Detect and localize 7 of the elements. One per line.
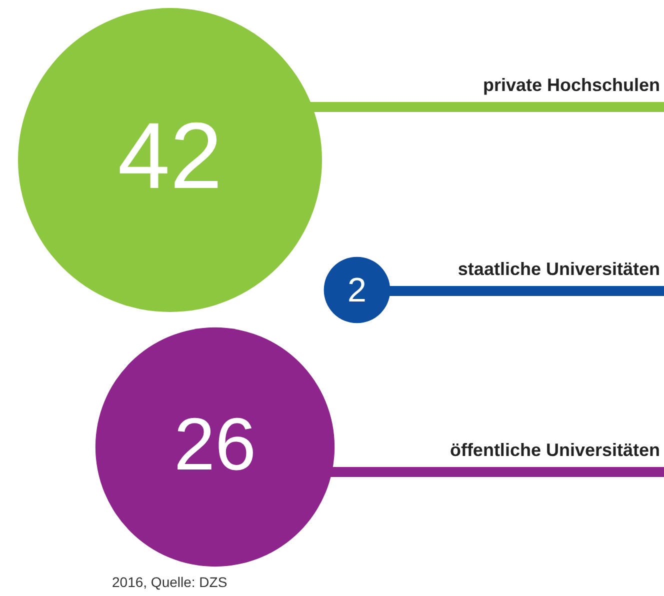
category-label: staatliche Universitäten: [458, 258, 660, 279]
data-label: 26: [174, 402, 256, 486]
category-label: private Hochschulen: [482, 74, 660, 95]
text: 2016, Quelle: DZS: [112, 574, 228, 590]
category-label: öffentliche Universitäten: [450, 440, 660, 460]
data-label: 42: [118, 102, 222, 208]
data-label: 2: [348, 271, 366, 310]
